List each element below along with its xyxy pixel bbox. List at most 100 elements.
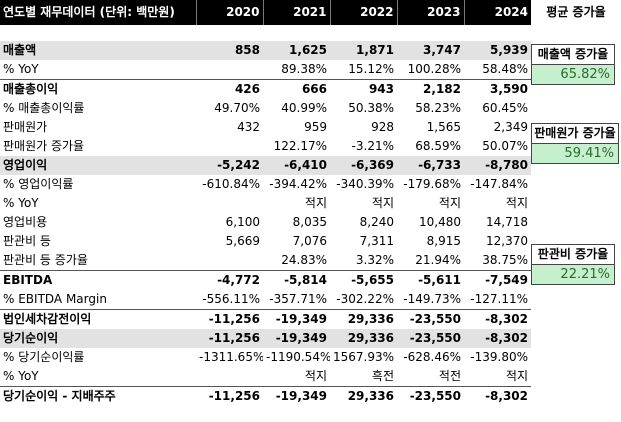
cell: -302.22% — [336, 292, 394, 306]
row-cogs: 판매원가 432 959 928 1,565 2,349 — [0, 118, 531, 137]
cell: -4,772 — [196, 270, 263, 290]
row-label: % 영업이익률 — [3, 177, 74, 191]
cell: 29,336 — [330, 386, 397, 406]
row-sga: 판관비 등 5,669 7,076 7,311 8,915 12,370 — [0, 232, 531, 251]
financial-table: 연도별 재무데이터 (단위: 백만원) 2020 2021 2022 2023 … — [0, 0, 531, 406]
cogs-growth-title: 판매원가 증가율 — [532, 124, 618, 143]
cell: 58.48% — [482, 62, 528, 76]
cell: 적지 — [304, 196, 327, 210]
row-label: % YoY — [3, 369, 39, 383]
cell: -6,733 — [397, 156, 464, 175]
cell: 1,871 — [330, 41, 397, 60]
cell: 426 — [196, 79, 263, 99]
cell: -394.42% — [269, 177, 327, 191]
cell: 1,625 — [263, 41, 330, 60]
cell: -147.84% — [470, 177, 528, 191]
cell: -19,349 — [263, 386, 330, 406]
cell: 8,035 — [292, 215, 327, 229]
cell: -8,302 — [464, 309, 531, 329]
cell — [196, 194, 263, 213]
cell: -556.11% — [202, 292, 260, 306]
cell: 흑전 — [371, 369, 394, 383]
spacer-row — [0, 25, 531, 41]
sales-growth-box: 매출액 증가율 65.82% — [531, 44, 615, 85]
cell: 5,669 — [225, 234, 260, 248]
row-ebitda-margin: % EBITDA Margin -556.11% -357.71% -302.2… — [0, 290, 531, 310]
cell: 89.38% — [281, 62, 327, 76]
header-row: 연도별 재무데이터 (단위: 백만원) 2020 2021 2022 2023 … — [0, 0, 531, 25]
year-header: 2024 — [463, 0, 531, 25]
row-net-parent: 당기순이익 - 지배주주 -11,256 -19,349 29,336 -23,… — [0, 386, 531, 406]
row-sales-yoy: % YoY 89.38% 15.12% 100.28% 58.48% — [0, 60, 531, 80]
sga-growth-box: 판관비 증가율 22.21% — [531, 244, 615, 285]
cell: -7,549 — [464, 270, 531, 290]
cell: 60.45% — [482, 101, 528, 115]
cell: -6,410 — [263, 156, 330, 175]
row-net-yoy: % YoY 적지 흑전 적전 적지 — [0, 367, 531, 387]
cell — [196, 60, 263, 80]
row-op-yoy: % YoY 적지 적지 적지 적지 — [0, 194, 531, 213]
row-label: 판매원가 증가율 — [3, 139, 85, 153]
cell: 3.32% — [355, 253, 394, 267]
row-label: 영업이익 — [0, 156, 196, 175]
sga-growth-title: 판관비 증가율 — [532, 245, 614, 264]
row-ebitda: EBITDA -4,772 -5,814 -5,655 -5,611 -7,54… — [0, 270, 531, 290]
cell: 943 — [330, 79, 397, 99]
cell — [196, 137, 263, 156]
cell: -11,256 — [196, 386, 263, 406]
cell: 3,590 — [464, 79, 531, 99]
cell: 959 — [304, 120, 327, 134]
cell: 적지 — [505, 369, 528, 383]
cell: -23,550 — [397, 329, 464, 348]
row-op-income: 영업이익 -5,242 -6,410 -6,369 -6,733 -8,780 — [0, 156, 531, 175]
row-label: 당기순이익 - 지배주주 — [0, 386, 196, 406]
cell: -5,655 — [330, 270, 397, 290]
row-label: 당기순이익 — [0, 329, 196, 348]
row-label: 법인세차감전이익 — [0, 309, 196, 329]
row-label: 판관비 등 증가율 — [3, 253, 88, 267]
table-title: 연도별 재무데이터 (단위: 백만원) — [0, 0, 196, 25]
cell: -340.39% — [336, 177, 394, 191]
cell: 49.70% — [214, 101, 260, 115]
cell: 38.75% — [482, 253, 528, 267]
cell: -5,611 — [397, 270, 464, 290]
cell: -8,302 — [464, 386, 531, 406]
cell: 8,915 — [426, 234, 461, 248]
cogs-growth-box: 판매원가 증가율 59.41% — [531, 123, 619, 164]
cell: -11,256 — [196, 329, 263, 348]
cell — [196, 251, 263, 271]
row-sga-growth: 판관비 등 증가율 24.83% 3.32% 21.94% 38.75% — [0, 251, 531, 271]
cell: 3,747 — [397, 41, 464, 60]
cell: 100.28% — [407, 62, 461, 76]
cell: -6,369 — [330, 156, 397, 175]
row-label: % YoY — [3, 62, 39, 76]
row-label: % YoY — [3, 196, 39, 210]
row-label: % 당기순이익률 — [3, 350, 85, 364]
row-pretax: 법인세차감전이익 -11,256 -19,349 29,336 -23,550 … — [0, 309, 531, 329]
row-label: % EBITDA Margin — [3, 292, 107, 306]
cell: 858 — [196, 41, 263, 60]
cell: -23,550 — [397, 309, 464, 329]
year-header: 2022 — [329, 0, 397, 25]
row-net-margin: % 당기순이익률 -1311.65% -1190.54% 1567.93% -6… — [0, 348, 531, 367]
cell: -3.21% — [351, 139, 394, 153]
cell: -5,242 — [196, 156, 263, 175]
row-label: 매출총이익 — [0, 79, 196, 99]
cell: -11,256 — [196, 309, 263, 329]
cell: 2,182 — [397, 79, 464, 99]
row-label: 영업비용 — [3, 215, 48, 229]
cell: 50.07% — [482, 139, 528, 153]
cell: 적지 — [505, 196, 528, 210]
cell: 7,311 — [359, 234, 394, 248]
cell: -19,349 — [263, 309, 330, 329]
cell: 적지 — [304, 369, 327, 383]
row-label: 판매원가 — [3, 120, 48, 134]
cell — [196, 367, 263, 387]
cell: 666 — [263, 79, 330, 99]
row-sales: 매출액 858 1,625 1,871 3,747 5,939 — [0, 41, 531, 60]
year-header: 2021 — [262, 0, 330, 25]
cell: 1567.93% — [333, 350, 395, 364]
avg-growth-header: 평균 증가율 — [546, 5, 606, 19]
cell: -8,302 — [464, 329, 531, 348]
cell: -127.11% — [470, 292, 528, 306]
